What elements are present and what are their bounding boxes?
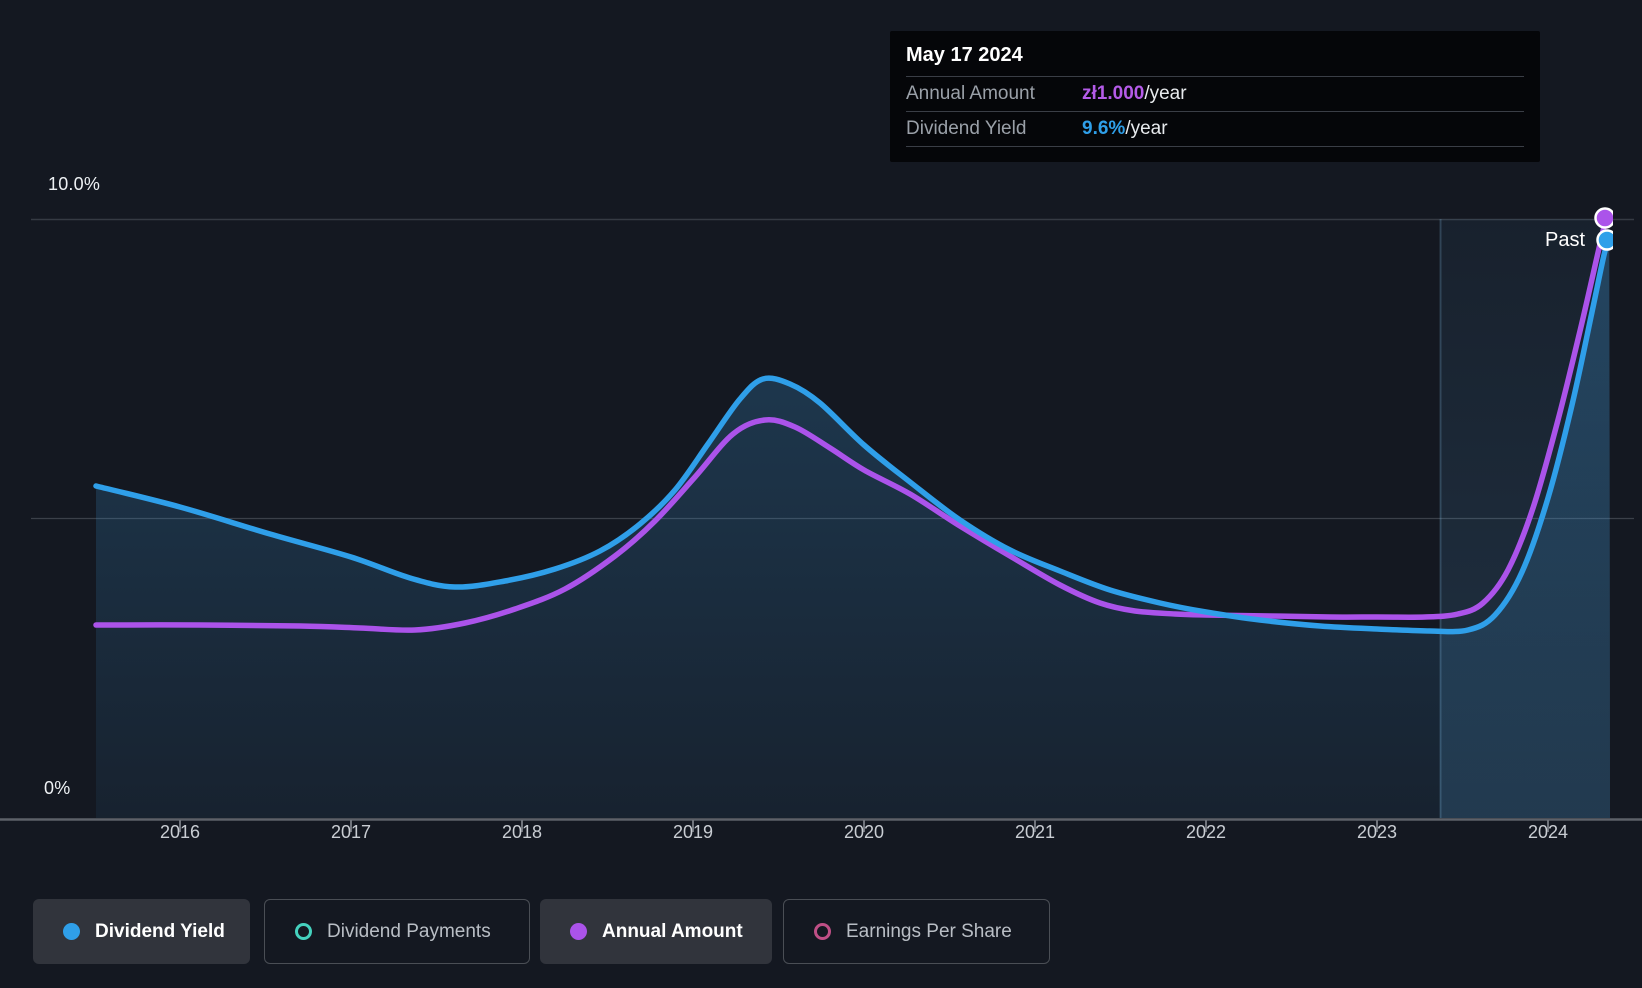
tooltip-row-annual-amount: Annual Amount zł1.000 /year	[906, 76, 1524, 111]
tooltip-value: zł1.000	[1082, 83, 1145, 104]
tooltip-row-dividend-yield: Dividend Yield 9.6% /year	[906, 111, 1524, 146]
x-axis-year-label: 2017	[330, 822, 372, 842]
x-axis-ticks	[179, 820, 1549, 832]
legend-label: Dividend Yield	[95, 920, 225, 942]
legend-label: Annual Amount	[602, 920, 743, 942]
dividend-payments-ring-icon	[295, 923, 312, 940]
x-axis-year-label: 2016	[159, 822, 201, 842]
tooltip-label: Annual Amount	[906, 83, 1035, 104]
legend-label: Earnings Per Share	[846, 920, 1012, 942]
legend-toggle-annual-amount[interactable]: Annual Amount	[540, 899, 772, 964]
tooltip-suffix: /year	[1144, 83, 1187, 104]
legend-label: Dividend Payments	[327, 920, 491, 942]
x-axis-year-label: 2024	[1527, 822, 1569, 842]
y-axis-label-bottom: 0%	[44, 778, 71, 798]
x-axis-year-label: 2018	[501, 822, 543, 842]
x-axis-year-label: 2023	[1356, 822, 1398, 842]
dividend-yield-dot-icon	[63, 923, 80, 940]
dividend-yield-line	[93, 237, 1612, 635]
annual-amount-line	[93, 215, 1609, 633]
tooltip-suffix: /year	[1125, 118, 1168, 139]
x-axis-labels: 2016 2017 2018 2019 2020 2021 2022 2023 2024	[0, 822, 1642, 848]
annual-amount-end-marker	[1594, 207, 1613, 229]
yield-area-fill	[96, 240, 1610, 818]
tooltip-label: Dividend Yield	[906, 118, 1027, 139]
past-annotation: Past	[1545, 229, 1586, 251]
earnings-per-share-ring-icon	[814, 923, 831, 940]
y-axis-label-top: 10.0%	[48, 174, 101, 194]
legend-toggle-dividend-payments[interactable]: Dividend Payments	[264, 899, 530, 964]
legend-toggle-dividend-yield[interactable]: Dividend Yield	[33, 899, 250, 964]
x-axis-year-label: 2019	[672, 822, 714, 842]
x-axis-year-label: 2021	[1014, 822, 1056, 842]
tooltip-date: May 17 2024	[906, 44, 1023, 66]
dividend-yield-end-marker	[1596, 229, 1613, 251]
annual-amount-dot-icon	[570, 923, 587, 940]
legend-toggle-earnings-per-share[interactable]: Earnings Per Share	[783, 899, 1050, 964]
tooltip-value: 9.6%	[1082, 118, 1126, 139]
x-axis-year-label: 2020	[843, 822, 885, 842]
x-axis-year-label: 2022	[1185, 822, 1227, 842]
chart-tooltip: May 17 2024 Annual Amount zł1.000 /year …	[890, 31, 1540, 162]
